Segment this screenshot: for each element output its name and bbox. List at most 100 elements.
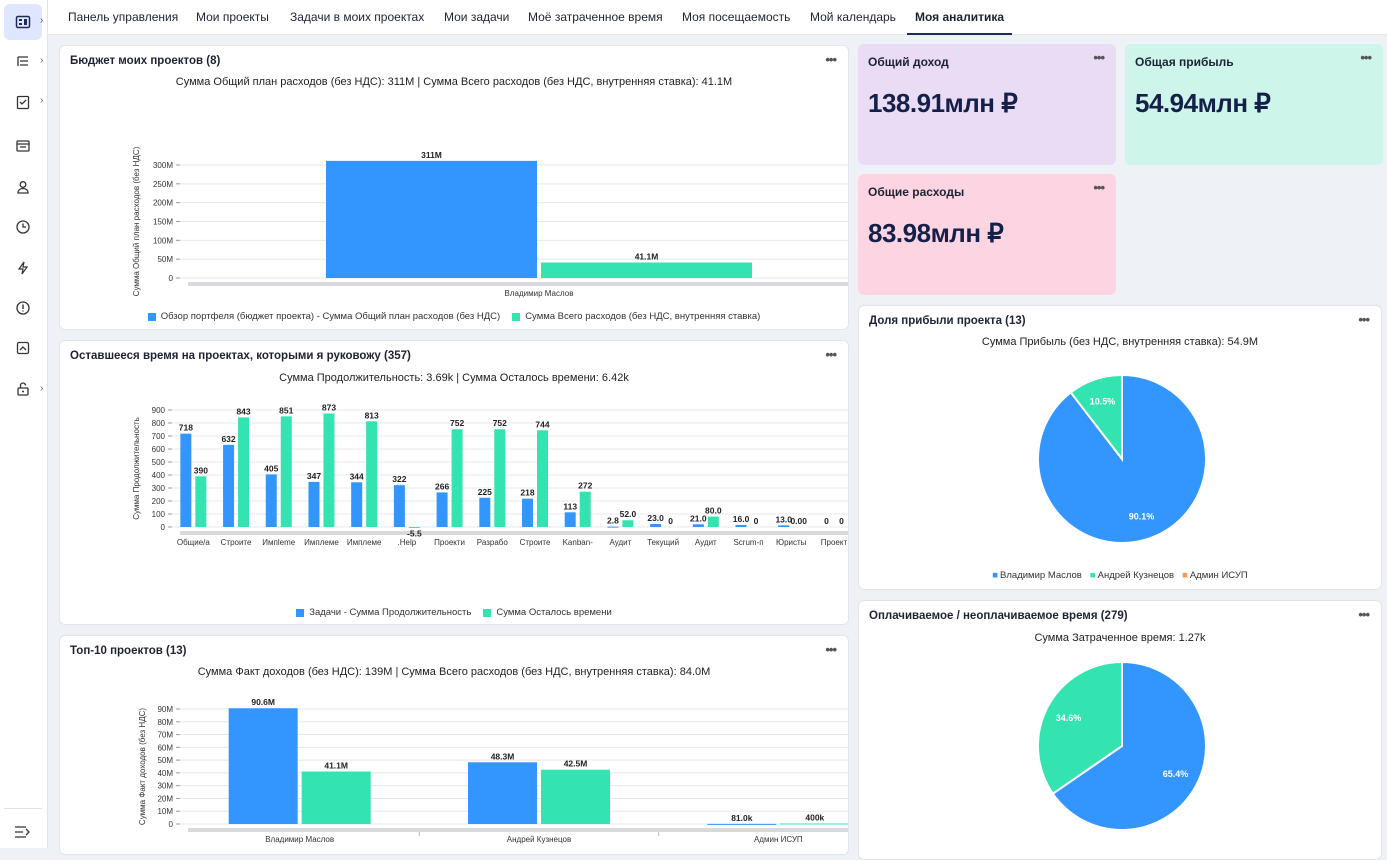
bar xyxy=(541,262,752,278)
tab-my-analytics[interactable]: Моя аналитика xyxy=(906,10,1013,35)
tab-my-tasks[interactable]: Мои задачи xyxy=(444,10,510,24)
bar xyxy=(393,485,405,527)
tab-my-attendance[interactable]: Моя посещаемость xyxy=(682,10,791,24)
y-tick-label: 50M xyxy=(157,255,173,264)
y-tick-label: 0 xyxy=(169,274,174,283)
x-tick-label: Проект xyxy=(821,538,848,547)
legend-item[interactable]: ■ Андрей Кузнецов xyxy=(1090,570,1174,581)
list-tree-icon xyxy=(17,56,28,66)
legend-label: Обзор портфеля (бюджет проекта) - Сумма … xyxy=(160,311,501,322)
y-tick-label: 0 xyxy=(161,523,166,532)
sidebar-item-issues[interactable] xyxy=(4,290,42,326)
bar xyxy=(479,497,491,527)
sidebar-item-browser[interactable] xyxy=(4,128,42,164)
y-tick-label: 40M xyxy=(157,769,173,778)
more-options-icon[interactable]: ••• xyxy=(825,52,837,67)
more-options-icon[interactable]: ••• xyxy=(1358,312,1370,327)
y-tick-label: 600 xyxy=(152,445,166,454)
bar xyxy=(778,525,790,527)
top10-card: Топ-10 проектов (13) ••• Сумма Факт дохо… xyxy=(59,635,849,855)
data-label: 843 xyxy=(236,406,250,416)
bar xyxy=(780,823,848,825)
y-tick-label: 20M xyxy=(157,794,173,803)
sidebar-item-user[interactable] xyxy=(4,169,42,205)
data-label: 272 xyxy=(578,481,592,491)
legend-item[interactable]: Обзор портфеля (бюджет проекта) - Сумма … xyxy=(147,311,501,322)
chevron-right-icon: › xyxy=(40,95,44,106)
x-axis-band xyxy=(180,531,848,535)
tab-my-projects[interactable]: Мои проекты xyxy=(196,10,269,24)
x-tick-label: Владимир Маслов xyxy=(505,289,574,298)
y-tick-label: 300 xyxy=(152,484,166,493)
more-options-icon[interactable]: ••• xyxy=(825,642,837,657)
y-tick-label: 90M xyxy=(157,705,173,714)
legend-swatch xyxy=(147,312,156,321)
bar xyxy=(541,769,610,824)
x-tick-label: Аудит xyxy=(610,538,632,547)
sidebar-item-access[interactable] xyxy=(4,371,42,407)
data-label: 266 xyxy=(435,481,449,491)
data-label: 21.0 xyxy=(690,513,707,523)
legend-bullet: ■ xyxy=(992,570,999,581)
top10-title: Топ-10 проектов (13) xyxy=(70,645,187,657)
legend-item[interactable]: Сумма Осталось времени xyxy=(483,607,612,618)
data-label: 813 xyxy=(365,410,379,420)
legend-item[interactable]: ■ Владимир Маслов xyxy=(992,570,1082,581)
data-label: 322 xyxy=(392,474,406,484)
bar xyxy=(735,524,747,527)
bar xyxy=(522,498,533,527)
budget-subtitle: Сумма Общий план расходов (без НДС): 311… xyxy=(175,76,733,88)
pie-slice xyxy=(1051,660,1207,831)
y-tick-label: 60M xyxy=(157,743,173,752)
legend-item[interactable]: Задачи - Сумма Продолжительность xyxy=(296,607,471,618)
slice-label: 90.1% xyxy=(1129,511,1155,521)
sidebar-item-list[interactable] xyxy=(4,44,42,80)
sidebar-item-tasks[interactable] xyxy=(4,84,42,120)
chevron-right-icon: › xyxy=(40,383,44,394)
bar xyxy=(468,762,537,824)
more-options-icon[interactable]: ••• xyxy=(1360,50,1372,65)
more-options-icon[interactable]: ••• xyxy=(1358,607,1370,622)
data-label: 218 xyxy=(520,488,534,498)
y-axis-label: Сумма Общий план расходов (без НДС) xyxy=(132,146,141,296)
legend-item[interactable]: Сумма Всего расходов (без НДС, внутрення… xyxy=(512,311,760,322)
x-tick-label: Имплеме xyxy=(304,538,339,547)
sidebar-collapse-button[interactable] xyxy=(4,814,42,850)
legend-item[interactable]: ■ Админ ИСУП xyxy=(1182,570,1248,581)
profit-share-legend: ■ Владимир Маслов ■ Андрей Кузнецов ■ Админ… xyxy=(859,570,1381,581)
bar xyxy=(195,476,207,527)
kpi-profit-label: Общая прибыль xyxy=(1135,55,1234,69)
data-label: 405 xyxy=(264,463,278,473)
bar xyxy=(451,429,463,527)
tab-my-calendar[interactable]: Мой календарь xyxy=(810,10,896,24)
kpi-expenses-value: 83.98млн ₽ xyxy=(868,218,1004,248)
y-tick-label: 50M xyxy=(157,756,173,765)
slice-label: 10.5% xyxy=(1090,397,1116,407)
more-options-icon[interactable]: ••• xyxy=(1093,50,1105,65)
kpi-income-card: Общий доход ••• 138.91млн ₽ xyxy=(858,44,1116,165)
kpi-expenses-card: Общие расходы ••• 83.98млн ₽ xyxy=(858,174,1116,295)
more-options-icon[interactable]: ••• xyxy=(1093,180,1105,195)
sidebar-item-reports[interactable] xyxy=(4,330,42,366)
data-label: 347 xyxy=(307,471,321,481)
bar xyxy=(607,526,619,528)
bar xyxy=(223,444,235,527)
tab-dashboard[interactable]: Панель управления xyxy=(68,10,179,24)
legend-label: Админ ИСУП xyxy=(1189,570,1248,581)
sidebar-item-activity[interactable] xyxy=(4,250,42,286)
sidebar-item-time[interactable] xyxy=(4,209,42,245)
data-label: 0 xyxy=(839,516,844,526)
top-navigation: Панель управления Мои проекты Задачи в м… xyxy=(48,0,1387,35)
billable-time-card: Оплачиваемое / неоплачиваемое время (279… xyxy=(858,600,1382,860)
data-label: 113 xyxy=(563,501,577,511)
more-options-icon[interactable]: ••• xyxy=(825,347,837,362)
tab-project-tasks[interactable]: Задачи в моих проектах xyxy=(290,10,425,24)
legend-swatch xyxy=(512,312,521,321)
y-tick-label: 700 xyxy=(152,432,166,441)
tab-my-time[interactable]: Моё затраченное время xyxy=(528,10,663,24)
data-label: 744 xyxy=(535,419,549,429)
bar xyxy=(308,481,320,527)
sidebar-item-dashboard[interactable] xyxy=(4,4,42,40)
x-tick-label: Строите xyxy=(221,538,252,547)
legend-bullet: ■ xyxy=(1089,570,1096,581)
